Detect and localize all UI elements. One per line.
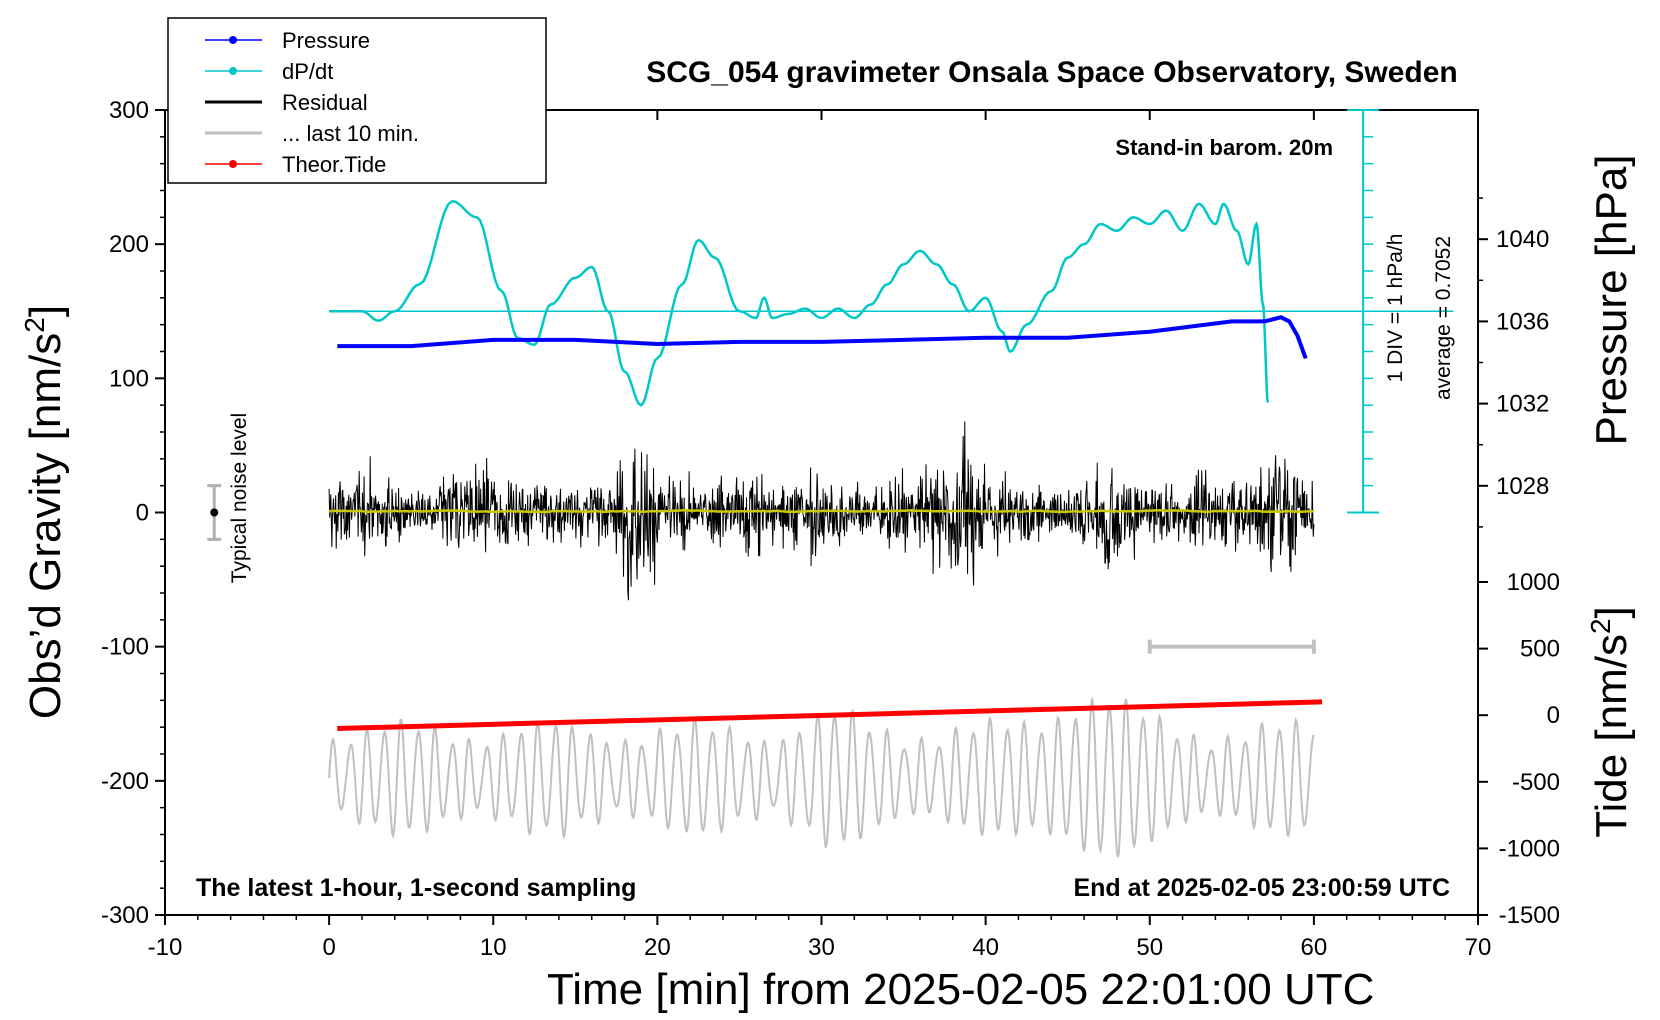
- tide-tick-label: 500: [1520, 636, 1560, 663]
- gravity-title-exponent: 2: [19, 317, 50, 333]
- gravity-title-text: Obs’d Gravity [nm/s: [21, 333, 70, 719]
- y-axis-pressure: 1028 1032 1036 1040: [1478, 197, 1549, 528]
- legend: Pressure dP/dt Residual ... last 10 min. The…: [205, 28, 419, 177]
- y-axis-gravity: -300 -200 -100 0 100 200 300: [101, 97, 165, 929]
- pressure-tick-label: 1040: [1496, 226, 1549, 253]
- typical-noise-indicator: [207, 484, 222, 541]
- y-axis-title-tide: Tide [nm/s2]: [1585, 606, 1636, 838]
- x-tick-label: 10: [480, 934, 507, 961]
- y-axis-tide: -1500 -1000 -500 0 500 1000: [1478, 569, 1560, 929]
- y-tick-label: 200: [109, 231, 149, 258]
- tide-title-exponent: 2: [1585, 618, 1616, 634]
- bottom-right-note: End at 2025-02-05 23:00:59 UTC: [1073, 874, 1450, 902]
- x-tick-label: 50: [1136, 934, 1163, 961]
- legend-marker: [229, 67, 237, 75]
- x-tick-label: 20: [644, 934, 671, 961]
- barometer-note: Stand-in barom. 20m: [1115, 135, 1333, 160]
- y-tick-label: -300: [101, 902, 149, 929]
- tide-title-close: ]: [1587, 606, 1636, 618]
- last-10-min-bar: [1147, 639, 1316, 654]
- gravity-title-close: ]: [21, 305, 70, 317]
- y-tick-label: 300: [109, 97, 149, 124]
- x-axis: -10 0 10 20 30 40 50 60 70: [148, 110, 1492, 961]
- div-label: 1 DIV = 1 hPa/h: [1384, 234, 1407, 383]
- x-tick-label: 40: [972, 934, 999, 961]
- legend-label: Theor.Tide: [282, 152, 386, 177]
- tide-title-text: Tide [nm/s: [1587, 634, 1636, 838]
- legend-marker: [229, 160, 237, 168]
- x-tick-label: 30: [808, 934, 835, 961]
- legend-marker: [229, 36, 237, 44]
- pressure-tick-label: 1028: [1496, 473, 1549, 500]
- chart-title: SCG_054 gravimeter Onsala Space Observat…: [646, 56, 1458, 89]
- pressure-tick-label: 1032: [1496, 391, 1549, 418]
- legend-label: Residual: [282, 90, 368, 115]
- residual-smoothed-series: [329, 508, 1314, 514]
- tide-tick-label: 0: [1547, 702, 1560, 729]
- legend-label: dP/dt: [282, 59, 333, 84]
- y-tick-label: 0: [136, 500, 149, 527]
- average-label: average = 0.7052: [1432, 236, 1455, 400]
- x-tick-label: -10: [148, 934, 183, 961]
- legend-label: Pressure: [282, 28, 370, 53]
- pressure-tick-label: 1036: [1496, 308, 1549, 335]
- y-tick-label: -200: [101, 768, 149, 795]
- dpdt-series: [329, 199, 1270, 407]
- tide-tick-label: -1500: [1499, 902, 1560, 929]
- x-axis-title: Time [min] from 2025-02-05 22:01:00 UTC: [547, 965, 1374, 1014]
- noise-point: [210, 508, 219, 517]
- y-axis-title-pressure: Pressure [hPa]: [1587, 154, 1636, 445]
- y-axis-title-gravity: Obs’d Gravity [nm/s2]: [19, 305, 70, 719]
- dpdt-scale-bar: [1347, 109, 1380, 514]
- y-tick-label: -100: [101, 634, 149, 661]
- bottom-left-note: The latest 1-hour, 1-second sampling: [196, 874, 636, 902]
- noise-label: Typical noise level: [228, 413, 251, 583]
- theor-tide-series: [337, 699, 1323, 731]
- tide-tick-label: -1000: [1499, 835, 1560, 862]
- x-tick-label: 70: [1465, 934, 1492, 961]
- x-tick-label: 60: [1301, 934, 1328, 961]
- x-tick-label: 0: [322, 934, 335, 961]
- last-10-min-series: [328, 696, 1315, 858]
- legend-label: ... last 10 min.: [282, 121, 419, 146]
- y-tick-label: 100: [109, 365, 149, 392]
- pressure-series: [337, 315, 1308, 360]
- residual-series: [328, 421, 1315, 601]
- tide-tick-label: -500: [1512, 769, 1560, 796]
- tide-tick-label: 1000: [1507, 569, 1560, 596]
